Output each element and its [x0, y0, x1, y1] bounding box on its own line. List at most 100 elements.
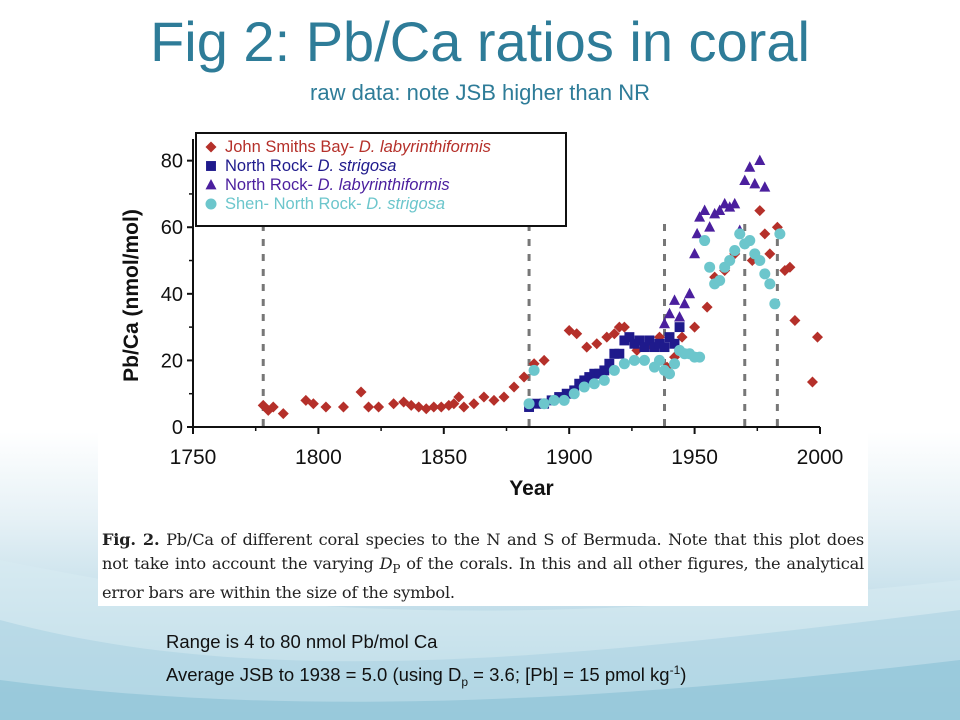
data-point: [420, 403, 432, 415]
data-point: [729, 197, 741, 209]
data-point: [548, 394, 560, 406]
y-tick-label-40: 40: [161, 284, 183, 306]
data-point: [604, 358, 615, 369]
note-average-c: ): [680, 664, 687, 686]
data-point: [709, 207, 721, 219]
figure-panel: 0 20 40 60 80 1750 1800 1850 1900 1950 2000 Year Pb/…: [98, 124, 868, 606]
data-point: [478, 391, 490, 403]
data-point: [684, 287, 696, 299]
data-point: [531, 398, 542, 409]
data-point: [488, 394, 500, 406]
data-point: [599, 365, 610, 376]
data-point: [468, 398, 480, 410]
y-tick-label-0: 0: [172, 417, 183, 439]
note-average-sub: p: [461, 674, 469, 689]
data-point: [608, 364, 620, 376]
note-range: Range is 4 to 80 nmol Pb/mol Ca: [166, 631, 438, 652]
data-point: [674, 311, 686, 322]
data-point: [724, 201, 736, 212]
data-point: [571, 328, 583, 340]
note-average-sup: -1: [669, 663, 681, 677]
data-point: [363, 401, 375, 413]
data-point: [277, 408, 289, 420]
data-point: [806, 376, 818, 388]
data-point: [337, 401, 349, 413]
data-point: [388, 398, 400, 410]
data-point: [691, 227, 703, 239]
y-tick-label-80: 80: [161, 151, 183, 173]
data-point: [609, 348, 620, 359]
data-point: [774, 228, 786, 240]
data-point: [435, 401, 447, 413]
data-point: [320, 401, 332, 413]
data-point: [508, 381, 520, 393]
legend-label-2: North Rock- D. labyrinthiformis: [225, 176, 450, 194]
data-point: [619, 335, 630, 346]
data-point: [608, 328, 620, 340]
data-point: [784, 261, 796, 273]
data-point: [528, 364, 540, 376]
data-point: [638, 354, 650, 366]
legend-label-plain: North Rock-: [225, 176, 318, 194]
data-point: [428, 401, 440, 413]
data-point: [413, 401, 425, 413]
data-point: [676, 331, 688, 343]
data-point: [714, 275, 726, 287]
x-tick-label-1750: 1750: [170, 446, 217, 469]
series-1: [524, 322, 685, 412]
y-tick-label-60: 60: [161, 217, 183, 239]
data-points: [257, 154, 823, 420]
data-point: [704, 221, 716, 232]
caption-symbol-d: D: [379, 554, 393, 573]
data-point: [669, 338, 680, 349]
data-point: [769, 298, 781, 310]
series-3: [523, 228, 786, 410]
data-point: [558, 394, 570, 406]
axes: 0 20 40 60 80 1750 1800 1850 1900 1950 2000 Year Pb/…: [120, 139, 843, 500]
data-point: [729, 245, 741, 257]
legend-marker-0: [205, 141, 217, 153]
data-point: [458, 401, 470, 413]
data-point: [618, 321, 630, 333]
data-point: [764, 248, 776, 260]
data-point: [759, 228, 771, 240]
legend-marker-2: [205, 178, 217, 190]
data-point: [669, 294, 681, 305]
data-point: [538, 398, 550, 410]
note-average-b: = 3.6; [Pb] = 15 pmol kg: [468, 664, 670, 686]
data-point: [744, 161, 756, 172]
note-average-a: Average JSB to 1938 = 5.0 (using D: [166, 664, 462, 686]
legend-label-plain: John Smiths Bay-: [225, 138, 359, 156]
caption-text-after: of the corals. In this and all other fig…: [102, 554, 865, 603]
data-point: [594, 368, 605, 379]
data-point: [689, 321, 701, 333]
data-point: [699, 204, 711, 215]
data-point: [574, 378, 585, 389]
data-point: [568, 388, 580, 400]
data-point: [518, 371, 530, 383]
y-axis-label: Pb/Ca (nmol/mol): [120, 209, 143, 382]
caption-symbol-sub: P: [392, 562, 401, 577]
data-point: [618, 358, 630, 370]
data-point: [591, 338, 603, 350]
data-point: [694, 351, 706, 363]
data-point: [448, 398, 460, 410]
data-point: [598, 374, 610, 386]
data-point: [561, 388, 572, 399]
data-point: [589, 368, 600, 379]
legend-label-3: Shen- North Rock- D. strigosa: [225, 195, 445, 213]
data-point: [811, 331, 823, 343]
data-point: [405, 399, 417, 411]
data-point: [554, 392, 565, 402]
slide-subtitle: raw data: note JSB higher than NR: [310, 80, 650, 105]
data-point: [764, 278, 776, 290]
data-point: [581, 341, 593, 353]
data-point: [664, 307, 676, 319]
data-point: [578, 381, 590, 393]
data-point: [674, 322, 685, 333]
vertical-dashed-lines: [261, 224, 779, 427]
data-point: [649, 342, 660, 353]
slide-title: Fig 2: Pb/Ca ratios in coral: [150, 10, 810, 73]
legend-label-1: North Rock- D. strigosa: [225, 157, 396, 175]
legend-label-plain: North Rock-: [225, 157, 318, 175]
